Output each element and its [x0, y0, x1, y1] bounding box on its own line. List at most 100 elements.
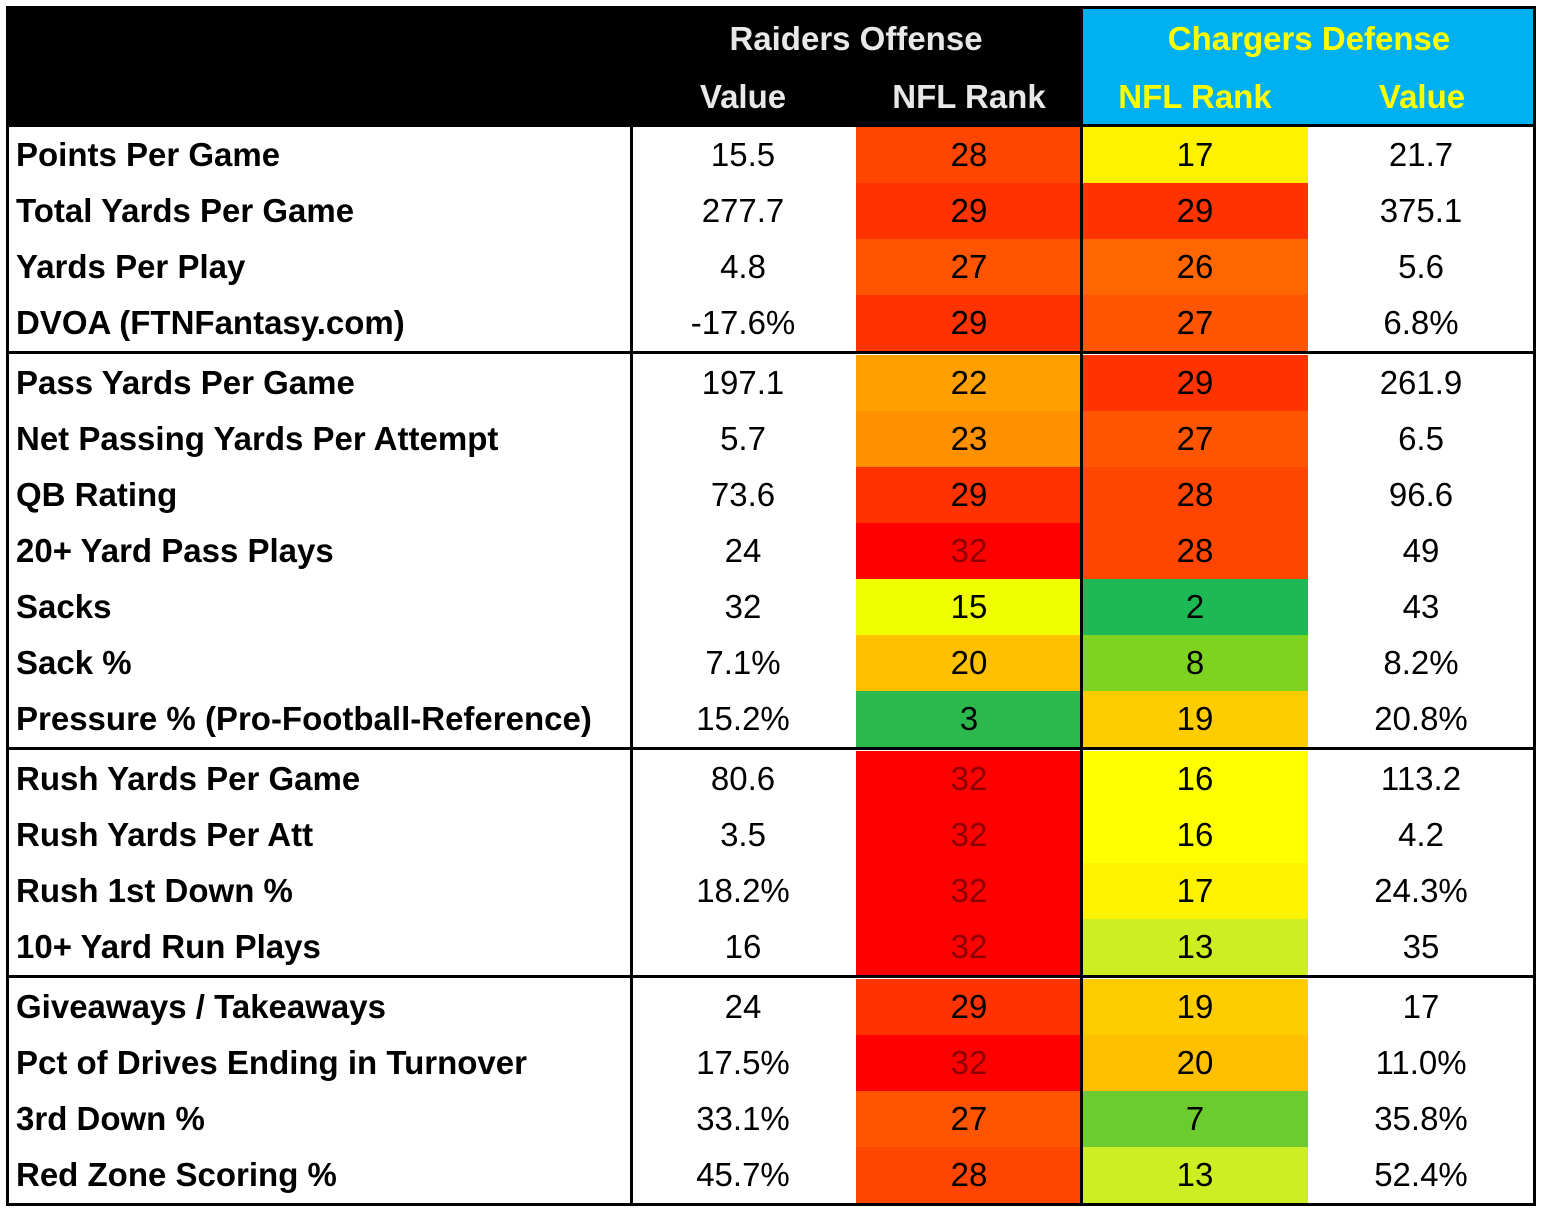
defense-rank: 16: [1176, 760, 1214, 797]
offense-rank-color-cell: [856, 579, 1082, 635]
offense-value: 33.1%: [696, 1100, 790, 1137]
offense-rank: 28: [950, 136, 988, 173]
offense-rank: 32: [950, 532, 988, 569]
offense-value: 4.8: [720, 248, 766, 285]
stat-label: Pass Yards Per Game: [16, 364, 355, 401]
offense-rank-color-cell: [856, 919, 1082, 975]
offense-value: 197.1: [701, 364, 785, 401]
stat-label: 3rd Down %: [16, 1100, 205, 1137]
offense-rank: 20: [950, 644, 988, 681]
defense-value: 35: [1402, 928, 1440, 965]
defense-rank-color-cell: [1082, 635, 1308, 691]
defense-rank-color-cell: [1082, 1091, 1308, 1147]
offense-value: 18.2%: [696, 872, 790, 909]
stat-label: Rush Yards Per Att: [16, 816, 314, 853]
defense-rank: 8: [1185, 644, 1205, 681]
offense-rank: 32: [950, 872, 988, 909]
table-row: Pct of Drives Ending in Turnover 17.5% 32 2…: [6, 1035, 1536, 1091]
defense-value: 96.6: [1388, 476, 1454, 513]
section-divider: [6, 975, 1536, 978]
offense-value: 15.5: [710, 136, 776, 173]
offense-rank-color-cell: [856, 355, 1082, 411]
defense-value: 11.0%: [1375, 1044, 1467, 1081]
defense-value: 6.5: [1398, 420, 1444, 457]
defense-rank-color-cell: [1082, 1035, 1308, 1091]
table-row: Net Passing Yards Per Attempt 5.7 23 27 6.5: [6, 411, 1536, 467]
label-column-divider: [630, 124, 633, 1205]
defense-rank-color-cell: [1082, 1147, 1308, 1203]
table-row: 10+ Yard Run Plays 16 32 13 35: [6, 919, 1536, 975]
defense-rank: 27: [1176, 420, 1214, 457]
offense-value: 7.1%: [705, 644, 781, 681]
table-row: Rush Yards Per Att 3.5 32 16 4.2: [6, 807, 1536, 863]
defense-rank-color-cell: [1082, 355, 1308, 411]
table-row: DVOA (FTNFantasy.com) -17.6% 29 27 6.8%: [6, 295, 1536, 351]
defense-rank-color-cell: [1082, 751, 1308, 807]
offense-rank-color-cell: [856, 467, 1082, 523]
offense-value: 17.5%: [696, 1044, 790, 1081]
defense-value: 49: [1402, 532, 1440, 569]
offense-value: 45.7%: [696, 1156, 790, 1193]
table-row: Points Per Game 15.5 28 17 21.7: [6, 127, 1536, 183]
defense-value-header: Value: [1378, 78, 1466, 115]
defense-value: 52.4%: [1374, 1156, 1468, 1193]
defense-rank: 20: [1176, 1044, 1214, 1081]
defense-rank: 7: [1185, 1100, 1205, 1137]
stat-label: 10+ Yard Run Plays: [16, 928, 321, 965]
section-divider: [6, 747, 1536, 750]
stat-label: Rush 1st Down %: [16, 872, 293, 909]
table-row: Red Zone Scoring % 45.7% 28 13 52.4%: [6, 1147, 1536, 1203]
offense-rank: 23: [950, 420, 988, 457]
defense-value: 6.8%: [1383, 304, 1459, 341]
defense-rank-color-cell: [1082, 467, 1308, 523]
offense-rank-color-cell: [856, 1091, 1082, 1147]
offense-rank-color-cell: [856, 1035, 1082, 1091]
offense-value: 32: [724, 588, 762, 625]
defense-rank: 17: [1176, 136, 1214, 173]
defense-rank: 19: [1176, 700, 1214, 737]
defense-rank: 29: [1176, 364, 1214, 401]
stat-label: 20+ Yard Pass Plays: [16, 532, 334, 569]
offense-rank-color-cell: [856, 183, 1082, 239]
offense-rank: 32: [950, 816, 988, 853]
offense-header-background: [6, 6, 1082, 124]
offense-rank-color-cell: [856, 1147, 1082, 1203]
offense-value: 24: [724, 532, 762, 569]
offense-value: 16: [724, 928, 762, 965]
defense-rank-color-cell: [1082, 979, 1308, 1035]
offense-rank-color-cell: [856, 523, 1082, 579]
table-row: Pass Yards Per Game 197.1 22 29 261.9: [6, 355, 1536, 411]
defense-value: 113.2: [1380, 760, 1462, 797]
offense-rank-color-cell: [856, 295, 1082, 351]
defense-rank: 16: [1176, 816, 1214, 853]
offense-rank-color-cell: [856, 807, 1082, 863]
defense-rank: 29: [1176, 192, 1214, 229]
defense-rank: 17: [1176, 872, 1214, 909]
defense-rank-color-cell: [1082, 807, 1308, 863]
stat-label: Rush Yards Per Game: [16, 760, 361, 797]
stat-label: QB Rating: [16, 476, 178, 513]
offense-rank: 28: [950, 1156, 988, 1193]
defense-value: 261.9: [1379, 364, 1463, 401]
defense-rank-color-cell: [1082, 691, 1308, 747]
offense-rank-color-cell: [856, 863, 1082, 919]
table-row: Total Yards Per Game 277.7 29 29 375.1: [6, 183, 1536, 239]
defense-rank-header: NFL Rank: [1118, 78, 1272, 115]
table-row: QB Rating 73.6 29 28 96.6: [6, 467, 1536, 523]
defense-rank-color-cell: [1082, 579, 1308, 635]
offense-rank: 22: [950, 364, 988, 401]
defense-rank-color-cell: [1082, 411, 1308, 467]
table-row: Yards Per Play 4.8 27 26 5.6: [6, 239, 1536, 295]
defense-rank: 13: [1176, 928, 1214, 965]
section-divider: [6, 351, 1536, 354]
stat-label: Giveaways / Takeaways: [16, 988, 386, 1025]
offense-rank: 32: [950, 1044, 988, 1081]
table-row: Sack % 7.1% 20 8 8.2%: [6, 635, 1536, 691]
defense-group-header: Chargers Defense: [1167, 20, 1451, 57]
defense-value: 8.2%: [1383, 644, 1459, 681]
offense-value: 73.6: [710, 476, 776, 513]
offense-value: 5.7: [720, 420, 766, 457]
stat-label: Total Yards Per Game: [16, 192, 355, 229]
offense-rank: 32: [950, 928, 988, 965]
defense-header-background: [1082, 6, 1536, 124]
